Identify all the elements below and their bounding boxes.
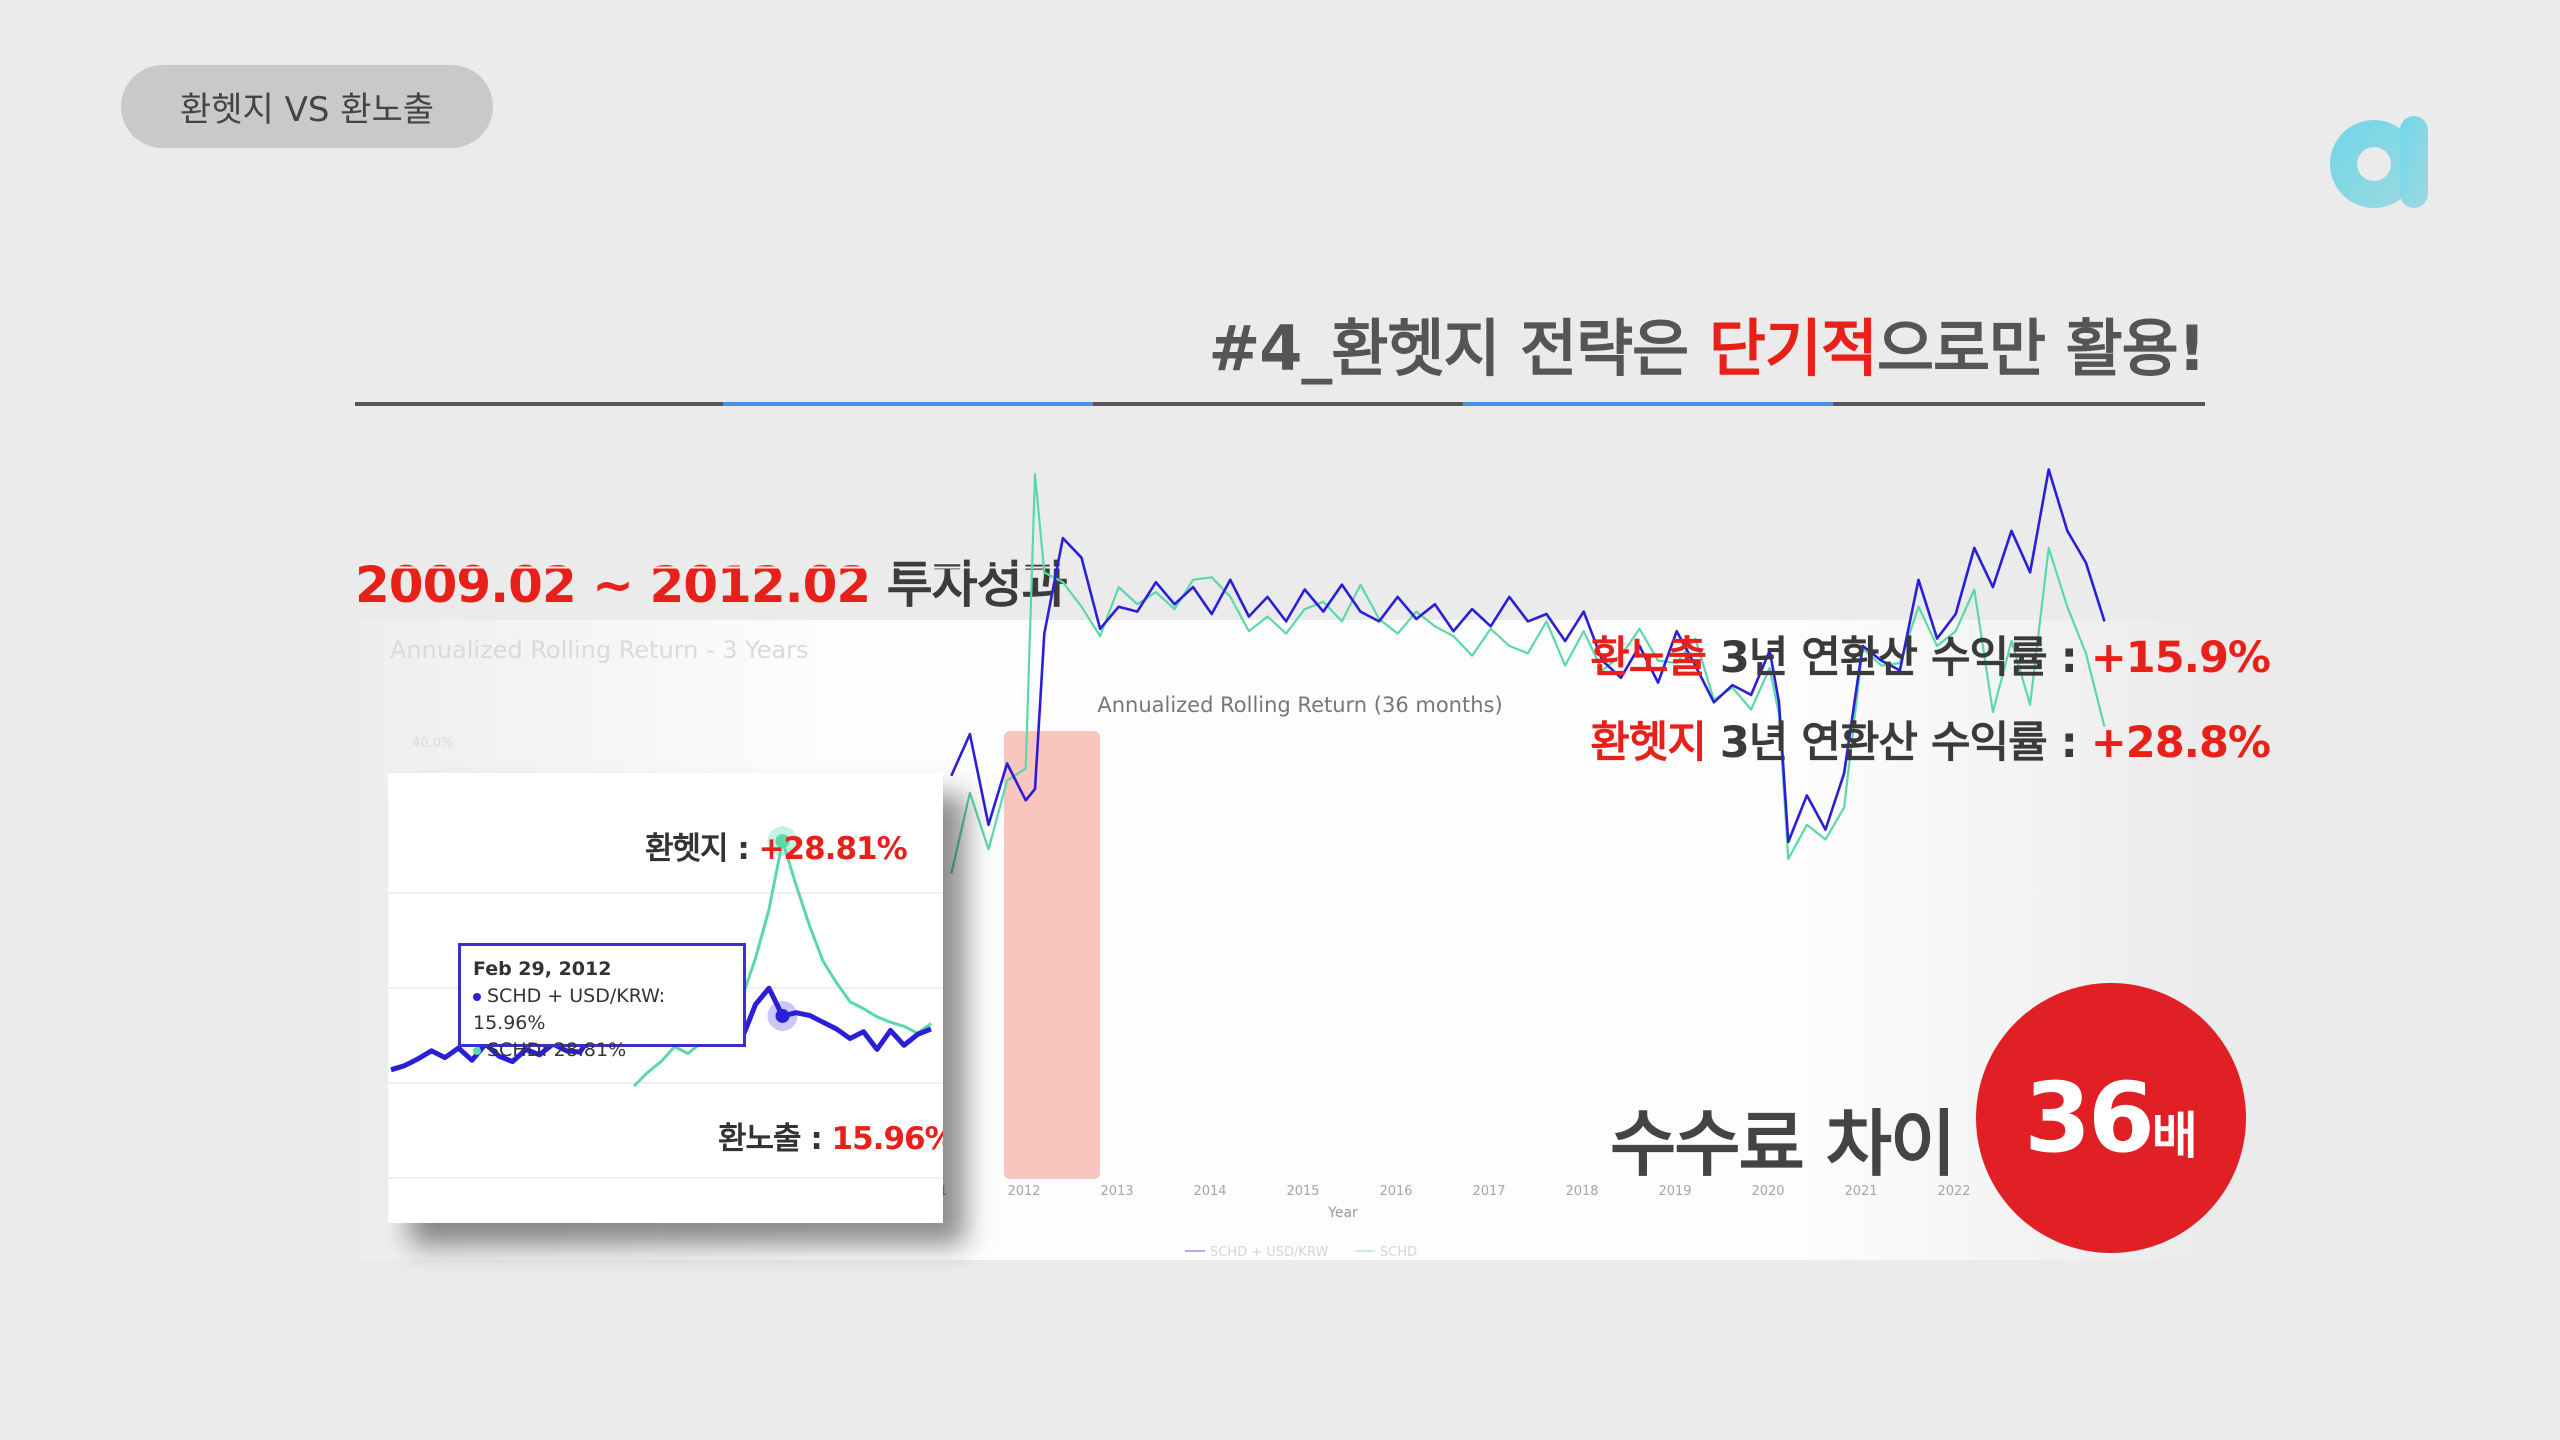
x-tick-label: 2014 [1193,1184,1226,1199]
series-dot-icon [473,1046,481,1055]
title-rule-segment [355,402,723,406]
x-tick-label: 2018 [1565,1184,1598,1199]
inset-marker-hedged-krw [775,1008,790,1023]
x-tick-label: 2012 [1007,1184,1040,1199]
tooltip-date: Feb 29, 2012 [473,958,612,980]
title-rule-segment [1093,402,1463,406]
highlight-band-2012 [1004,731,1100,1179]
period-subtitle: 2009.02 ~ 2012.02 투자성과 [355,556,1068,614]
fee-multiple-badge: 36 배 [1976,983,2246,1253]
zoom-inset: 환헷지 : +28.81% 환노출 : 15.96% Feb 29, 2012 … [388,773,943,1223]
slide-title: #4_환헷지 전략은 단기적으로만 활용! [1208,312,2206,385]
x-tick-label: 2013 [1100,1184,1133,1199]
x-axis-label: Year [1327,1205,1358,1221]
brand-logo-icon [2330,116,2428,208]
topic-tag: 환헷지 VS 환노출 [121,65,493,148]
hedged-stat: 환헷지 3년 연환산 수익률 : +28.8% [1590,718,2271,768]
unhedged-stat: 환노출 3년 연환산 수익률 : +15.9% [1590,633,2271,683]
x-axis-ticks: 2011201220132014201520162017201820192020… [914,1184,1970,1199]
inset-hedged-label: 환헷지 : +28.81% [645,831,908,867]
title-rule-segment [1833,402,2205,406]
series-line-hedged-krw [950,468,2106,844]
x-tick-label: 2017 [1472,1184,1505,1199]
x-tick-label: 2021 [1844,1184,1877,1199]
series-dot-icon [473,992,481,1001]
title-rule-segment [1463,402,1833,406]
inset-marker-schd [775,834,790,849]
x-tick-label: 2015 [1286,1184,1319,1199]
fee-difference-label: 수수료 차이 [1610,1102,1956,1186]
chart-tooltip: Feb 29, 2012 SCHD + USD/KRW: 15.96% SCHD… [458,943,746,1061]
legend-entry: SCHD + USD/KRW [1210,1245,1328,1260]
x-tick-label: 2016 [1379,1184,1412,1199]
legend: SCHD + USD/KRW SCHD [1185,1245,1417,1260]
chart-title: Annualized Rolling Return (36 months) [1097,693,1502,717]
x-tick-label: 2019 [1658,1184,1691,1199]
title-rule-segment [723,402,1093,406]
x-tick-label: 2022 [1937,1184,1970,1199]
tooltip-row: SCHD + USD/KRW: 15.96% [473,985,666,1034]
inset-unhedged-label: 환노출 : 15.96% [718,1121,943,1157]
title-highlight: 단기적 [1708,312,1878,385]
gridlines [390,199,2200,569]
legend-entry: SCHD [1380,1245,1417,1260]
y-top-tick: 40.0% [412,736,453,751]
faded-chart-title: Annualized Rolling Return - 3 Years [390,636,808,664]
x-tick-label: 2020 [1751,1184,1784,1199]
tooltip-row: SCHD: 28.81% [473,1037,731,1064]
